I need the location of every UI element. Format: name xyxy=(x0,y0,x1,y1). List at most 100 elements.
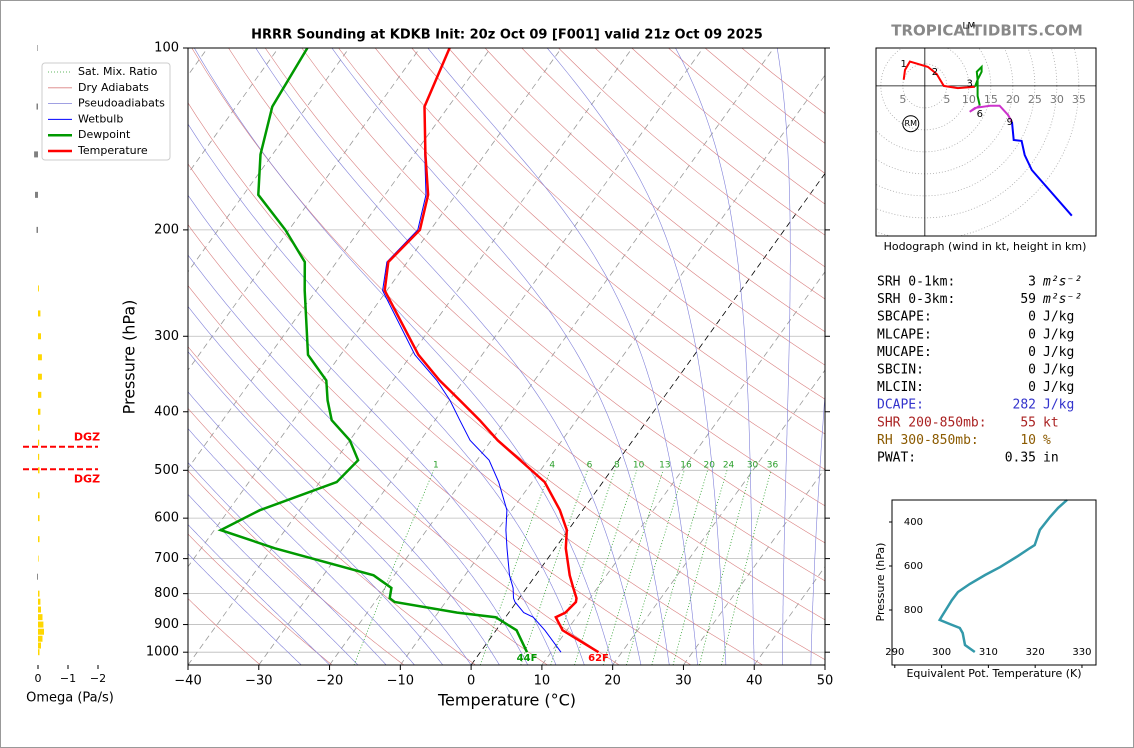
omega-bar xyxy=(38,492,40,499)
dry-adiabat xyxy=(188,102,825,661)
legend-label: Sat. Mix. Ratio xyxy=(78,65,158,78)
hodo-frame xyxy=(875,47,1097,237)
pseudoadiabat xyxy=(675,48,755,665)
dry-adiabat xyxy=(521,48,825,300)
pseudoadiabat xyxy=(194,48,613,665)
omega-bar xyxy=(38,373,42,380)
mixing-ratio-label: 30 xyxy=(747,461,759,471)
omega-bar xyxy=(38,439,40,446)
dry-adiabat xyxy=(188,224,692,665)
omega-bar xyxy=(38,285,39,292)
mixing-ratio-label: 24 xyxy=(723,461,735,471)
x-tick-label: 310 xyxy=(979,647,998,658)
param-value: 0 xyxy=(1028,327,1036,342)
mixing-ratio-label: 16 xyxy=(680,461,692,471)
pseudoadiabat xyxy=(188,194,557,665)
param-value: 55 xyxy=(1020,415,1036,430)
legend-label: Dewpoint xyxy=(78,128,131,141)
dry-adiabat xyxy=(188,533,333,665)
pseudoadiabat xyxy=(331,48,670,665)
mixing-ratio-label: 6 xyxy=(587,461,593,471)
dry-adiabat xyxy=(188,163,763,665)
omega-bar xyxy=(38,642,41,649)
hodograph-plot xyxy=(876,48,1096,236)
y-tick-label: 200 xyxy=(154,222,179,237)
x-tick-label: 20 xyxy=(604,674,621,689)
height-label: 6 xyxy=(977,109,983,120)
storm-motion-label: LM xyxy=(962,21,975,31)
omega-bar xyxy=(34,151,38,158)
site-name: TROPICALTIDBITS.COM xyxy=(891,22,1083,40)
y-axis-label: Pressure (hPa) xyxy=(120,300,139,415)
param-unit: % xyxy=(1043,433,1051,448)
mixing-ratio-line xyxy=(602,470,664,665)
omega-bar xyxy=(38,453,40,460)
param-label: SRH 0-1km: xyxy=(877,275,955,290)
hodograph-caption: Hodograph (wind in kt, height in km) xyxy=(884,240,1087,253)
mixing-ratio-line xyxy=(479,470,551,665)
hodo-trace xyxy=(969,104,1013,123)
storm-motion-marker xyxy=(902,115,920,133)
param-unit: J/kg xyxy=(1043,327,1074,342)
pseudoadiabat xyxy=(427,48,698,665)
mixing-ratio-line xyxy=(721,470,772,665)
pseudoadiabat xyxy=(546,48,727,665)
y-tick-label: 900 xyxy=(154,617,179,632)
y-tick-label: 400 xyxy=(154,404,179,419)
thetae-frame xyxy=(891,499,1097,666)
param-unit: J/kg xyxy=(1043,398,1074,413)
dry-adiabat xyxy=(188,598,261,665)
x-tick-label: 30 xyxy=(675,674,692,689)
chart-title: HRRR Sounding at KDKB Init: 20z Oct 09 [… xyxy=(251,28,763,43)
legend-label: Wetbulb xyxy=(78,112,123,125)
hodo-ring-label: 15 xyxy=(984,93,998,106)
legend-box xyxy=(41,62,171,161)
mixing-ratio-line xyxy=(626,470,685,665)
pseudoadiabat xyxy=(810,390,825,665)
param-unit: J/kg xyxy=(1043,345,1074,360)
omega-bar xyxy=(37,573,38,580)
x-tick-label: −40 xyxy=(174,674,201,689)
pseudoadiabat xyxy=(188,351,472,665)
dry-adiabat xyxy=(301,48,825,507)
x-tick-label: 320 xyxy=(1026,647,1045,658)
param-value: 0 xyxy=(1028,310,1036,325)
x-tick-label: 290 xyxy=(885,647,904,658)
surface-label: 62F xyxy=(588,653,609,664)
hodo-ring-label: 30 xyxy=(1050,93,1064,106)
height-label: 2 xyxy=(932,67,938,78)
y-tick-label: 800 xyxy=(154,586,179,601)
hodo-trace xyxy=(902,60,976,90)
param-value: 282 xyxy=(1013,398,1036,413)
hodo-ring-label: 35 xyxy=(1072,93,1086,106)
height-label: 9 xyxy=(1007,117,1013,128)
omega-bar xyxy=(38,628,44,635)
omega-bar xyxy=(38,536,40,543)
x-tick-label: 0 xyxy=(35,672,42,685)
pseudoadiabat xyxy=(255,48,642,665)
param-label: RH 300-850mb: xyxy=(877,433,979,448)
dry-adiabat xyxy=(484,48,825,333)
pseudoadiabat xyxy=(188,524,330,665)
x-tick-label: 40 xyxy=(746,674,763,689)
param-label: MLCIN: xyxy=(877,380,924,395)
param-value: 0 xyxy=(1028,345,1036,360)
hodo-trace xyxy=(974,64,983,106)
thetae-line xyxy=(937,499,1068,654)
x-tick-label: 0 xyxy=(467,674,475,689)
y-tick-label: 400 xyxy=(904,517,923,528)
x-tick-label: −20 xyxy=(316,674,343,689)
param-value: 0 xyxy=(1028,363,1036,378)
isotherm xyxy=(541,271,825,665)
param-unit: in xyxy=(1043,451,1059,466)
mixing-ratio-label: 10 xyxy=(633,461,645,471)
pseudoadiabat xyxy=(188,553,302,665)
dry-adiabat xyxy=(188,346,548,665)
mixing-ratio-label: 1 xyxy=(433,461,439,471)
dgz-label: DGZ xyxy=(74,431,100,444)
isotherm xyxy=(400,74,825,665)
x-tick-label: −10 xyxy=(387,674,414,689)
hodo-ring-label: 10 xyxy=(962,93,976,106)
pseudoadiabat xyxy=(188,462,387,665)
y-tick-label: 300 xyxy=(154,329,179,344)
